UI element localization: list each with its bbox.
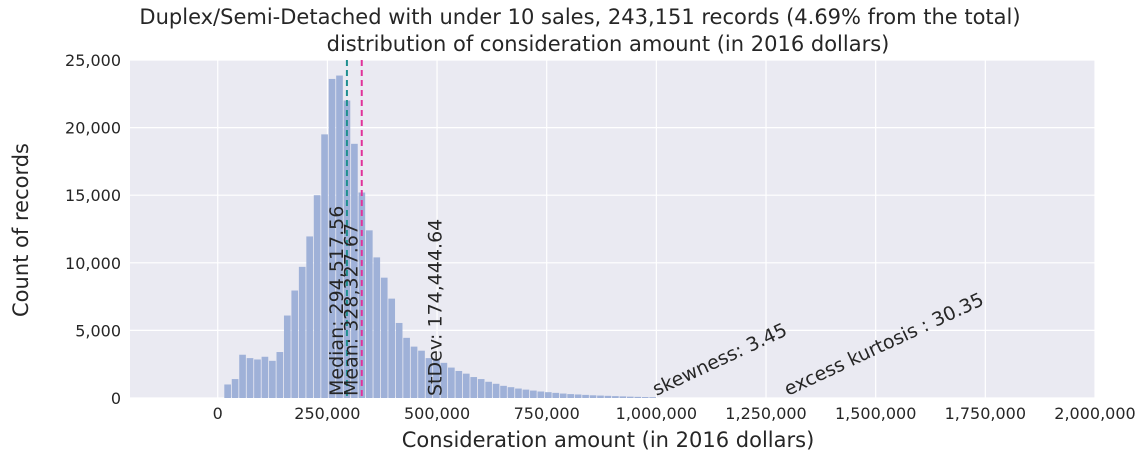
stat-lines — [345, 60, 363, 398]
histogram-bar — [537, 391, 545, 398]
y-axis-ticks: 0 5,000 10,000 15,000 20,000 25,000 — [65, 51, 121, 408]
histogram-bar — [626, 396, 634, 398]
histogram-bar — [283, 315, 291, 398]
histogram-bar — [403, 337, 410, 398]
stdev-label: StDev: 174,444.64 — [424, 219, 446, 396]
histogram-bar — [597, 395, 604, 398]
x-tick-label: 1,500,000 — [835, 404, 916, 423]
histogram-bar — [410, 346, 418, 398]
histogram-bar — [365, 230, 373, 398]
x-axis-ticks: 0 250,000 500,000 750,000 1,000,000 1,250,000… — [213, 404, 1136, 423]
histogram-bar — [492, 383, 500, 398]
y-axis-label: Count of records — [9, 143, 33, 317]
median-label: Median: 294,517.56 — [326, 206, 348, 396]
x-tick-label: 1,750,000 — [945, 404, 1026, 423]
histogram-bar — [462, 373, 470, 398]
plot-area — [130, 60, 1095, 398]
histogram-bar — [306, 236, 313, 398]
histogram-bar — [291, 290, 299, 398]
histogram-bar — [477, 379, 485, 398]
chart-title-line-2: distribution of consideration amount (in… — [327, 32, 890, 56]
histogram-bar — [507, 387, 515, 398]
x-tick-label: 2,000,000 — [1054, 404, 1135, 423]
histogram-bar — [641, 397, 649, 398]
histogram-bar — [351, 143, 358, 398]
histogram-bar — [313, 195, 321, 398]
histogram-bar — [269, 360, 276, 398]
histogram-bar — [544, 392, 552, 398]
histogram-bar — [448, 367, 455, 398]
histogram-bar — [589, 395, 597, 398]
chart-title-line-1: Duplex/Semi-Detached with under 10 sales… — [139, 5, 1020, 29]
histogram-bar — [634, 396, 642, 398]
histogram-bar — [343, 100, 351, 398]
histogram-bar — [559, 393, 567, 398]
histogram-bar — [231, 379, 239, 398]
histogram-bar — [604, 395, 612, 398]
histogram-bar — [373, 257, 381, 398]
histogram-bar — [246, 358, 254, 398]
histogram-bar — [425, 358, 433, 398]
histogram-bar — [649, 397, 657, 398]
x-tick-label: 1,250,000 — [725, 404, 806, 423]
histogram-bar — [455, 370, 463, 398]
histogram-bar — [395, 322, 403, 398]
histogram-bar — [515, 388, 522, 398]
histogram-bar — [470, 377, 478, 398]
histogram-bar — [321, 134, 328, 399]
histogram-bar — [612, 396, 619, 398]
histogram-bar — [388, 298, 396, 398]
histogram-bar — [552, 392, 560, 398]
histogram-bar — [582, 394, 589, 398]
y-tick-label: 25,000 — [65, 51, 121, 70]
histogram-bar — [298, 266, 306, 398]
mean-label: Mean: 328,327.67 — [341, 223, 363, 396]
histogram-bar — [380, 277, 388, 398]
x-tick-label: 1,000,000 — [616, 404, 697, 423]
histogram-bar — [574, 394, 582, 398]
y-tick-label: 5,000 — [75, 321, 121, 340]
histogram-bar — [440, 362, 448, 398]
histogram-bar — [224, 384, 231, 398]
x-tick-label: 750,000 — [514, 404, 580, 423]
y-tick-label: 0 — [111, 389, 121, 408]
histogram-bar — [328, 78, 336, 398]
histogram-bar — [567, 394, 574, 398]
x-axis-label: Consideration amount (in 2016 dollars) — [402, 428, 815, 452]
histogram-bar — [276, 352, 284, 398]
histogram-bar — [433, 359, 440, 398]
histogram-bar — [254, 359, 261, 398]
histogram-bar — [336, 75, 343, 398]
x-tick-label: 250,000 — [294, 404, 360, 423]
y-tick-label: 15,000 — [65, 186, 121, 205]
histogram-bar — [239, 354, 246, 398]
grid-lines — [130, 59, 1096, 399]
x-tick-label: 0 — [213, 404, 223, 423]
histogram-bar — [261, 356, 269, 398]
x-tick-label: 500,000 — [404, 404, 470, 423]
histogram-bar — [619, 396, 627, 398]
y-tick-label: 10,000 — [65, 254, 121, 273]
histogram-bar — [418, 350, 425, 398]
histogram-bar — [485, 381, 492, 398]
histogram-bar — [522, 389, 530, 398]
histogram-bar — [530, 390, 537, 398]
y-tick-label: 20,000 — [65, 119, 121, 138]
histogram-bar — [500, 385, 507, 398]
